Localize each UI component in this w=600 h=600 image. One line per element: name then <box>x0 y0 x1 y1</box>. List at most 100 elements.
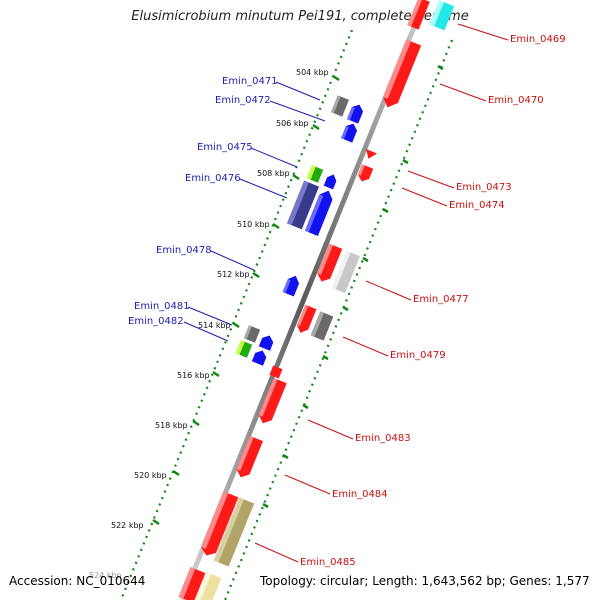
gene-label-emin-0470[interactable]: Emin_0470 <box>488 95 544 106</box>
gene-emin-0474[interactable] <box>356 164 374 183</box>
tick-label-516: 516 kbp <box>177 371 210 380</box>
tick-mark <box>172 469 180 477</box>
tick-mark <box>322 354 329 361</box>
gene-emin-0482-blue[interactable] <box>251 348 268 366</box>
gene-emin-0478[interactable] <box>282 273 302 297</box>
tick-mark <box>232 321 240 329</box>
tick-mark <box>152 518 160 526</box>
gene-emin-0475-blue[interactable] <box>323 173 339 190</box>
gene-label-emin-0476[interactable]: Emin_0476 <box>185 173 241 184</box>
map-title: Elusimicrobium minutum Pei191, complete … <box>131 9 469 24</box>
tick-mark <box>437 64 444 71</box>
outer-dotted-track <box>223 39 454 600</box>
gene-emin-0476[interactable] <box>286 180 320 230</box>
tick-label-522: 522 kbp <box>111 521 144 530</box>
tick-label-520: 520 kbp <box>134 471 167 480</box>
leader-line-emin-0473 <box>407 170 455 189</box>
gene-label-emin-0478[interactable]: Emin_0478 <box>156 245 212 256</box>
leader-line-emin-0483 <box>307 419 354 440</box>
tick-mark <box>302 403 309 410</box>
gene-label-emin-0481[interactable]: Emin_0481 <box>134 301 190 312</box>
gene-emin-0471[interactable] <box>331 95 349 117</box>
tick-label-504: 504 kbp <box>296 68 329 77</box>
tick-mark <box>362 256 369 263</box>
gene-emin-0482[interactable] <box>235 340 253 358</box>
tick-mark <box>272 222 280 230</box>
gene-label-emin-0484[interactable]: Emin_0484 <box>332 489 388 500</box>
gene-label-emin-0472[interactable]: Emin_0472 <box>215 95 271 106</box>
leader-line-emin-0471 <box>275 81 321 101</box>
gene-label-emin-0469[interactable]: Emin_0469 <box>510 34 566 45</box>
tick-mark <box>332 74 340 82</box>
leader-line-emin-0485 <box>254 542 299 563</box>
leader-line-emin-0470 <box>439 83 487 102</box>
gene-emin-0479-red[interactable] <box>295 304 317 335</box>
gene-emin-0477[interactable] <box>332 250 360 294</box>
gene-label-emin-0474[interactable]: Emin_0474 <box>449 200 505 211</box>
leader-line-emin-0472 <box>269 100 326 122</box>
tick-mark <box>292 173 300 181</box>
accession-text: Accession: NC_010644 <box>9 574 146 588</box>
tick-label-512: 512 kbp <box>217 270 250 279</box>
gene-emin-0476-blue[interactable] <box>304 188 335 236</box>
leader-line-emin-0477 <box>365 280 412 301</box>
tick-mark <box>312 123 320 131</box>
tick-label-518: 518 kbp <box>155 421 188 430</box>
gene-label-emin-0473[interactable]: Emin_0473 <box>456 182 512 193</box>
gene-emin-0481[interactable] <box>243 325 261 343</box>
gene-label-emin-0471[interactable]: Emin_0471 <box>222 76 278 87</box>
gene-emin-0475[interactable] <box>306 165 324 183</box>
tick-mark <box>192 419 200 427</box>
inner-dotted-track <box>119 29 354 600</box>
gene-emin-0470[interactable] <box>380 39 422 110</box>
leader-line-emin-0481 <box>187 306 233 326</box>
gene-emin-0485-red[interactable] <box>199 491 239 558</box>
tick-label-506: 506 kbp <box>276 119 309 128</box>
right-gene-labels: Emin_0469 Emin_0470 Emin_0473 Emin_0474 … <box>300 34 566 568</box>
gene-emin-0484[interactable] <box>234 435 263 480</box>
gene-emin-0480[interactable] <box>269 365 283 379</box>
gene-emin-0481-blue[interactable] <box>258 333 275 351</box>
tick-labels: 504 kbp 506 kbp 508 kbp 510 kbp 512 kbp … <box>89 68 329 580</box>
tick-mark <box>282 453 289 460</box>
tick-mark <box>212 370 220 378</box>
leader-line-emin-0484 <box>284 474 331 495</box>
leader-line-emin-0478 <box>210 250 255 271</box>
gene-emin-0472[interactable] <box>341 121 359 143</box>
tick-mark <box>342 305 349 312</box>
tick-label-514: 514 kbp <box>198 321 231 330</box>
gene-emin-0486-red[interactable] <box>178 567 206 600</box>
gene-label-emin-0479[interactable]: Emin_0479 <box>390 350 446 361</box>
gene-emin-0473[interactable] <box>363 149 378 161</box>
outer-tick-marks <box>262 64 444 509</box>
right-leader-lines <box>254 23 509 563</box>
left-gene-labels: Emin_0471 Emin_0472 Emin_0475 Emin_0476 … <box>128 76 278 327</box>
leader-line-emin-0476 <box>239 178 288 199</box>
gene-emin-0477-red[interactable] <box>315 243 343 284</box>
leader-line-emin-0479 <box>342 336 389 357</box>
tick-mark <box>402 158 409 165</box>
gene-emin-0469[interactable] <box>429 0 455 31</box>
tick-mark <box>382 207 389 214</box>
gene-emin-0469-red[interactable] <box>407 0 430 30</box>
gene-emin-0479[interactable] <box>310 311 334 341</box>
tick-label-524: 524 kbp <box>89 571 122 580</box>
tick-mark <box>262 502 269 509</box>
gene-label-emin-0483[interactable]: Emin_0483 <box>355 433 411 444</box>
gene-label-emin-0477[interactable]: Emin_0477 <box>413 294 469 305</box>
gene-emin-0471-blue[interactable] <box>347 102 365 124</box>
leader-line-emin-0469 <box>457 23 509 41</box>
gene-emin-0483[interactable] <box>257 377 287 426</box>
leader-line-emin-0474 <box>401 187 448 207</box>
gene-label-emin-0485[interactable]: Emin_0485 <box>300 557 356 568</box>
gene-label-emin-0475[interactable]: Emin_0475 <box>197 142 253 153</box>
tick-label-508: 508 kbp <box>257 169 290 178</box>
topology-text: Topology: circular; Length: 1,643,562 bp… <box>260 574 590 588</box>
gene-label-emin-0482[interactable]: Emin_0482 <box>128 316 184 327</box>
leader-line-emin-0482 <box>183 321 229 342</box>
left-leader-lines <box>183 81 326 342</box>
gene-emin-0486[interactable] <box>194 572 222 600</box>
gene-emin-0485[interactable] <box>213 497 255 567</box>
